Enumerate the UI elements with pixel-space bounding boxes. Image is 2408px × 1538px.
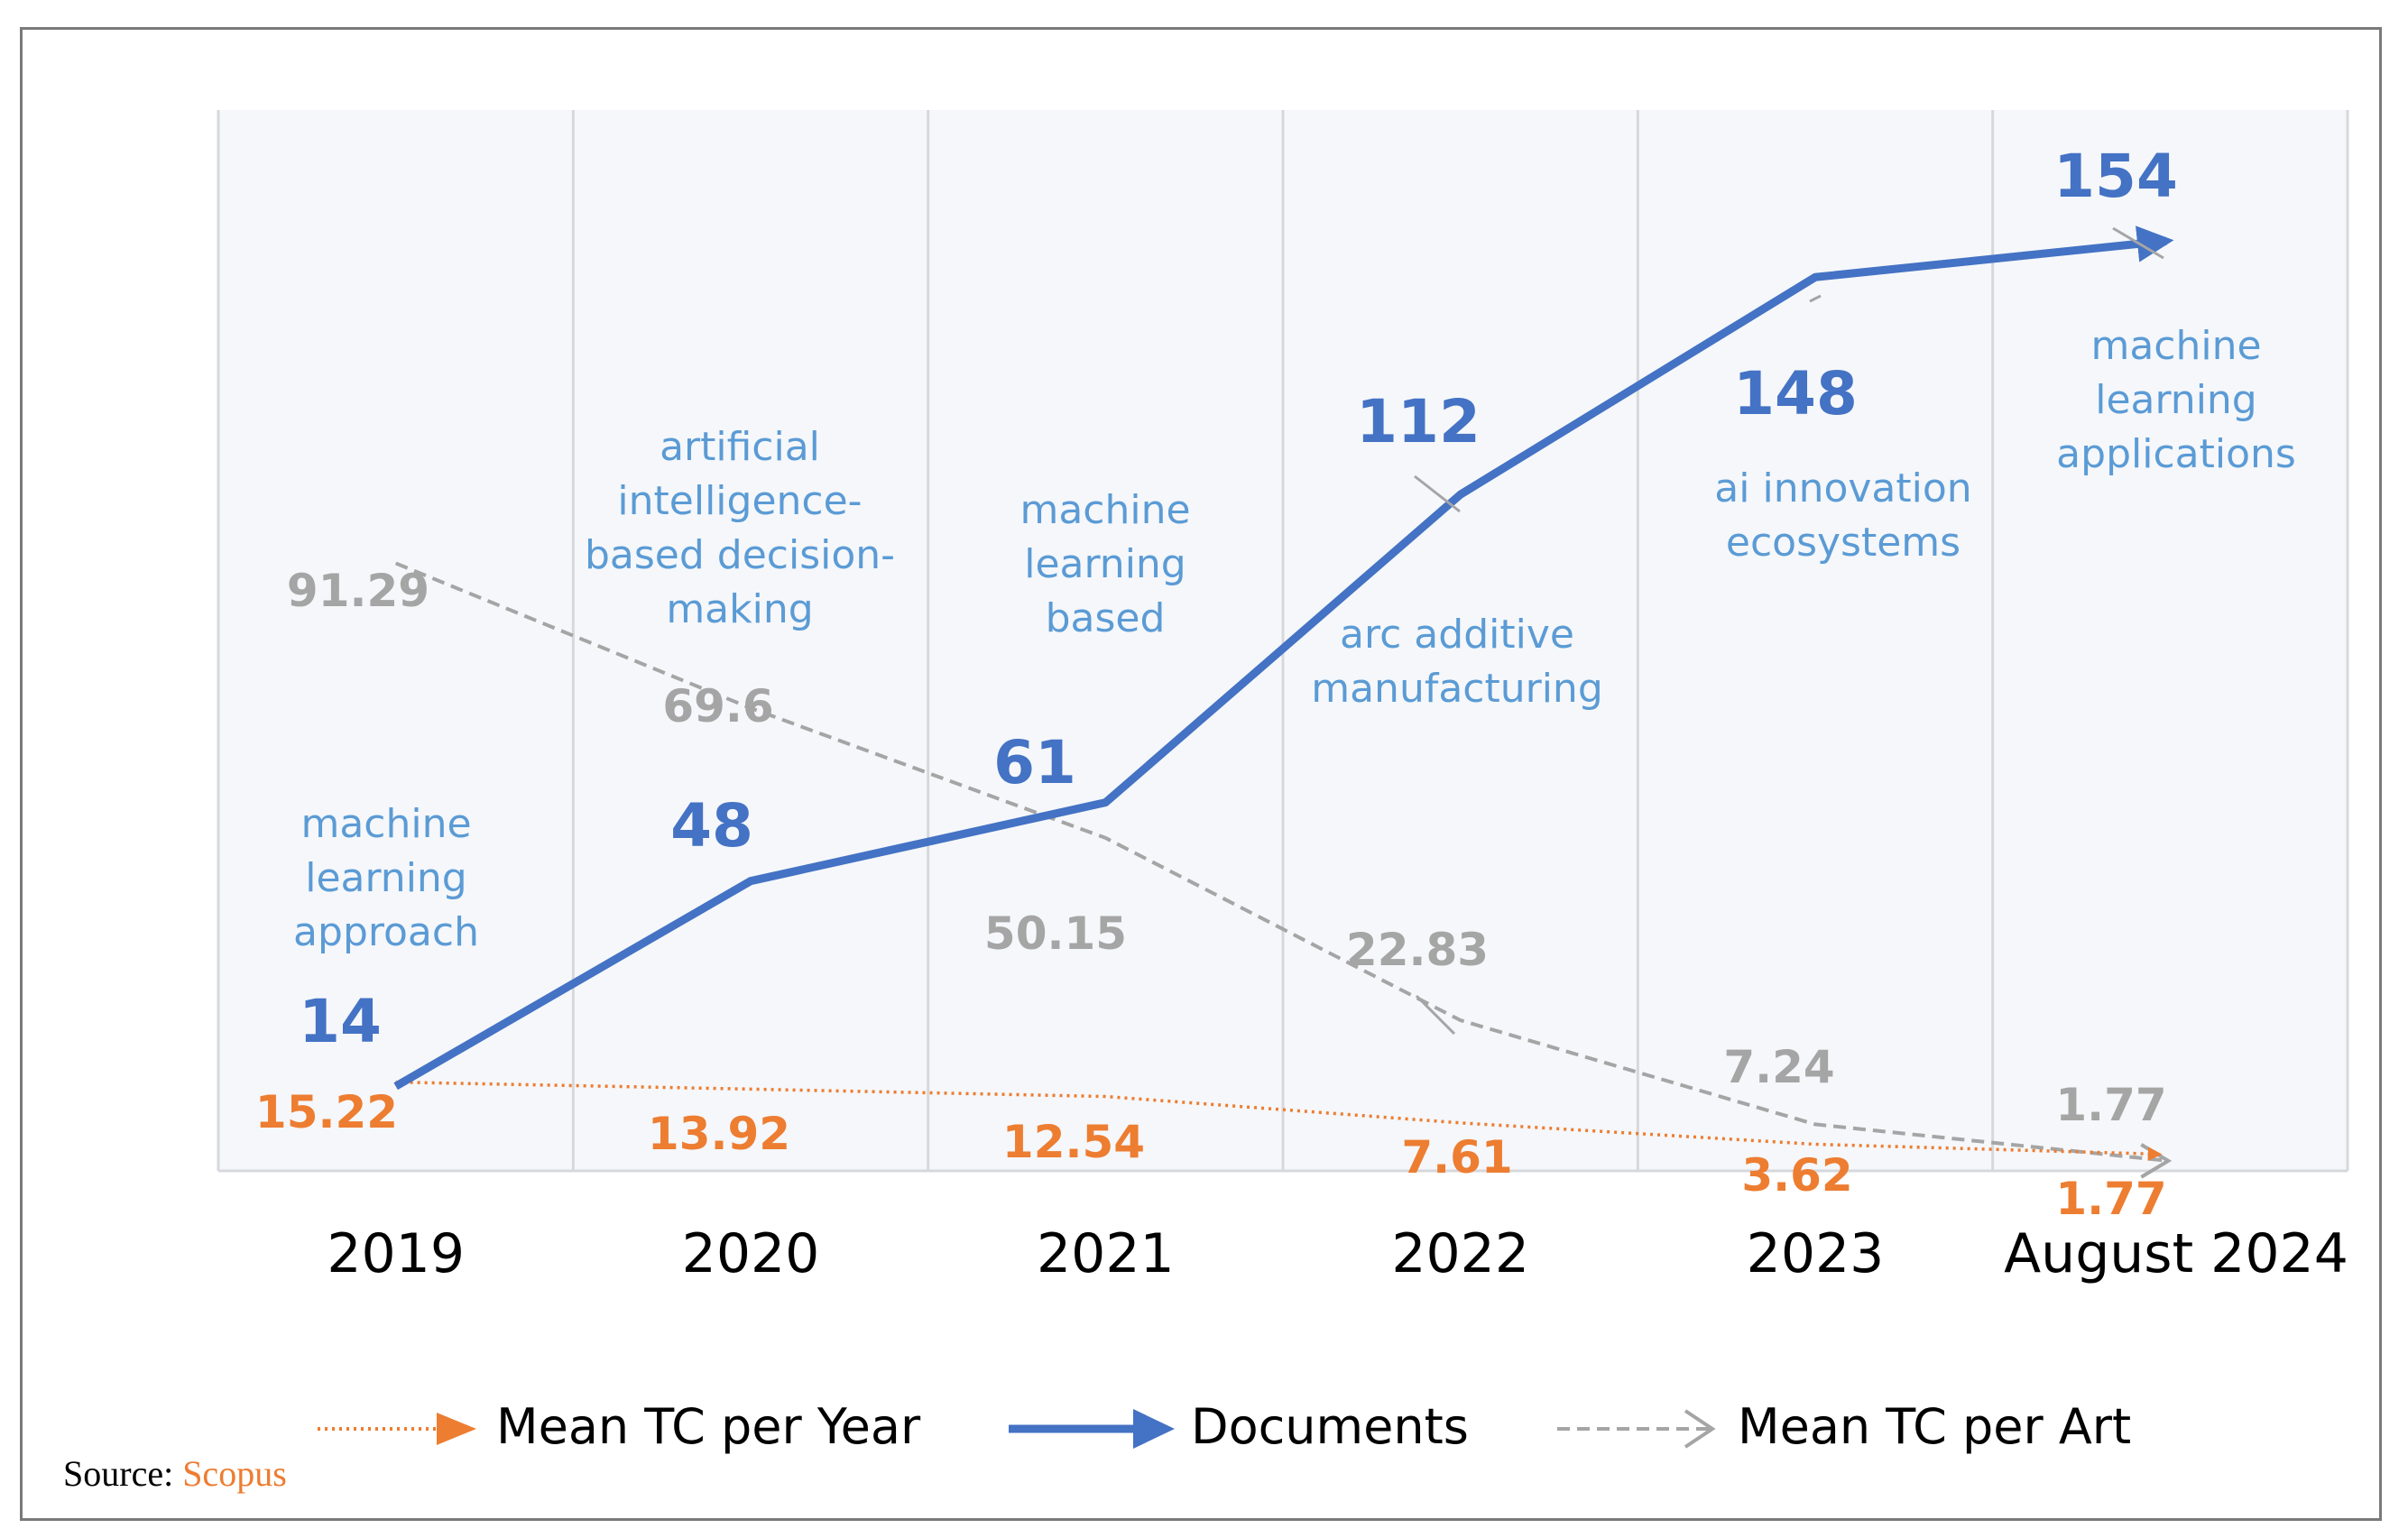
x-tick-label: 2022 xyxy=(1391,1222,1529,1285)
topic-label: arc additive xyxy=(1340,612,1574,658)
data-label-mean-tc-per-year: 12.54 xyxy=(1002,1116,1145,1168)
x-tick-label: 2021 xyxy=(1037,1222,1175,1285)
x-tick-label: August 2024 xyxy=(2004,1222,2348,1285)
topic-label: based xyxy=(1046,595,1166,641)
data-label-documents: 61 xyxy=(993,728,1076,797)
legend-label-mean-tc-per-year: Mean TC per Year xyxy=(496,1398,921,1455)
topic-label: artificial xyxy=(660,424,820,470)
legend-arrow-documents xyxy=(1133,1409,1175,1449)
data-label-mean-tc-per-year: 1.77 xyxy=(2055,1173,2166,1225)
data-label-mean-tc-per-art: 91.29 xyxy=(287,565,429,617)
topic-label: machine xyxy=(1019,487,1190,533)
data-label-mean-tc-per-year: 7.61 xyxy=(1401,1131,1512,1183)
leader-line xyxy=(1414,474,1461,513)
legend-arrow-mean-tc-per-art xyxy=(1684,1409,1716,1449)
data-label-mean-tc-per-year: 3.62 xyxy=(1741,1149,1852,1202)
series-line-mean-tc-per-year xyxy=(395,1080,2163,1161)
legend-arrow-mean-tc-per-year xyxy=(437,1413,476,1445)
leader-line xyxy=(2112,226,2164,260)
topic-label: approach xyxy=(293,909,479,955)
topic-label: ai innovation xyxy=(1714,465,1971,511)
topic-label: intelligence- xyxy=(617,478,862,524)
source-label: Source: xyxy=(63,1453,174,1494)
data-label-mean-tc-per-art: 69.6 xyxy=(662,680,773,732)
topic-label: learning xyxy=(1024,541,1186,587)
leader-line xyxy=(1415,994,1456,1036)
source-note: Source: Scopus xyxy=(63,1452,287,1495)
data-label-mean-tc-per-art: 50.15 xyxy=(984,907,1127,960)
chart-frame xyxy=(20,27,2382,1521)
topic-label: machine xyxy=(300,801,471,847)
data-label-documents: 112 xyxy=(1356,387,1481,456)
legend-label-mean-tc-per-art: Mean TC per Art xyxy=(1738,1398,2131,1455)
data-label-mean-tc-per-art: 7.24 xyxy=(1723,1041,1834,1093)
topic-label: making xyxy=(666,586,813,632)
topic-label: applications xyxy=(2056,431,2296,477)
topic-label: machine xyxy=(2090,323,2261,369)
topic-label: learning xyxy=(305,855,467,901)
data-label-mean-tc-per-art: 22.83 xyxy=(1346,924,1489,976)
topic-label: based decision- xyxy=(585,532,895,578)
series-line-documents xyxy=(393,226,2174,1091)
data-label-mean-tc-per-year: 15.22 xyxy=(255,1086,398,1138)
topic-label: learning xyxy=(2095,377,2257,423)
data-label-mean-tc-per-art: 1.77 xyxy=(2055,1079,2166,1131)
topic-label: ecosystems xyxy=(1726,520,1961,566)
data-label-documents: 14 xyxy=(299,987,382,1056)
x-tick-label: 2023 xyxy=(1747,1222,1885,1285)
x-tick-label: 2020 xyxy=(682,1222,820,1285)
data-label-documents: 148 xyxy=(1733,359,1858,428)
data-label-documents: 154 xyxy=(2053,142,2178,211)
topic-label: manufacturing xyxy=(1311,666,1603,712)
leader-line xyxy=(1809,294,1822,303)
data-label-documents: 48 xyxy=(670,791,753,861)
source-name: Scopus xyxy=(182,1453,287,1494)
legend-label-documents: Documents xyxy=(1191,1398,1469,1455)
x-tick-label: 2019 xyxy=(327,1222,465,1285)
data-label-mean-tc-per-year: 13.92 xyxy=(648,1108,790,1160)
series-line-mean-tc-per-art xyxy=(394,561,2169,1163)
